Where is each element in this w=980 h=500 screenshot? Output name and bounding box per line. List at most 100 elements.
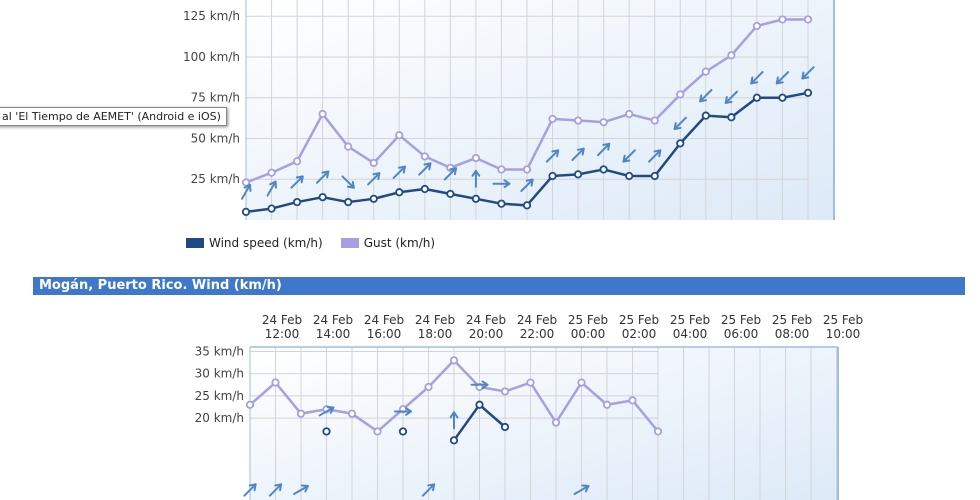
c2-xtick-label: 24 Feb 12:00 [262,313,302,341]
c1-arrow-15-head [622,154,631,163]
c1-arrow-11-head [525,178,534,187]
c1-point-0-10 [497,199,506,208]
legend-label-gust: Gust (km/h) [363,236,436,250]
c2-xtick-date: 24 Feb [517,313,557,327]
c1-arrow-7-head [423,162,432,171]
legend-swatch-wind [186,238,204,248]
c2-ytick-label: 25 km/h [195,389,244,403]
c1-arrow-1 [266,180,278,197]
c1-point-1-16 [650,116,659,125]
c1-point-1-12 [548,114,557,124]
c2-arrow-0-head [248,483,257,492]
c1-arrow-20 [750,71,764,85]
tooltip: al 'El Tiempo de AEMET' (Android e iOS) [0,107,227,126]
c1-point-0-21 [778,93,787,102]
c1-arrow-5 [367,172,381,186]
c2-arrow-13-shaft [573,485,590,495]
c2-point-0-11 [526,378,535,387]
c1-arrow-14-shaft [596,142,611,157]
plot-area-2 [250,347,838,500]
c1-arrow-19-head [724,96,733,104]
c2-arrow-13-head [581,484,590,493]
c1-arrow-18-shaft [699,88,713,103]
c1-ytick-label: 100 km/h [183,50,240,64]
c1-arrow-4-shaft [341,175,355,189]
c1-arrow-22-shaft [801,66,815,80]
chart-2-header: Mogán, Puerto Rico. Wind (km/h) [33,277,965,295]
c2-point-0-2 [296,409,306,418]
c1-point-1-6 [395,131,404,140]
c1-arrow-16 [648,149,662,163]
c1-point-0-16 [650,171,659,181]
c1-arrow-17-shaft [673,116,687,131]
c2-xtick-time: 12:00 [265,327,300,341]
c1-point-0-15 [625,171,634,181]
c2-xtick-label: 24 Feb 14:00 [313,313,353,341]
c2-xtick-time: 18:00 [418,327,453,341]
c1-arrow-21-head [775,76,784,85]
c1-point-1-14 [599,118,608,127]
c2-xtick-label: 25 Feb 02:00 [619,313,659,341]
c1-arrow-22-head [801,71,810,80]
c1-arrow-11 [520,178,534,192]
c2-xtick-date: 25 Feb [823,313,863,327]
c2-point-0-7 [424,382,433,392]
c2-arrow-7 [421,483,436,497]
c2-point-0-15 [628,396,637,405]
c2-point-0-16 [653,427,663,436]
c2-xtick-time: 10:00 [826,327,861,341]
c2-xtick-label: 25 Feb 08:00 [772,313,812,341]
c1-ytick-label: 50 km/h [191,131,240,145]
c1-arrow-3 [315,170,330,184]
c1-arrow-5-head [372,172,381,181]
c1-point-0-14 [599,165,608,174]
c2-point-0-12 [551,418,561,427]
c2-arrow-3-head [326,405,335,414]
c1-point-0-8 [446,189,455,199]
c2-arrow-13 [573,484,590,495]
c1-arrow-6-head [398,165,406,174]
c1-point-0-2 [292,197,302,207]
c2-ytick-label: 20 km/h [195,411,244,425]
c2-point-1-6 [398,427,408,436]
c1-point-0-1 [267,204,276,213]
c2-xtick-label: 24 Feb 22:00 [517,313,557,341]
c2-point-0-10 [500,387,510,396]
c1-arrow-20-shaft [750,71,764,85]
c2-arrow-7-shaft [421,483,436,497]
c1-arrow-8-head [449,167,458,176]
c1-point-0-11 [522,201,532,210]
c2-arrow-1-shaft [268,483,283,497]
series-layer [241,15,813,216]
c2-ytick-label: 30 km/h [195,367,244,381]
legend-item-wind[interactable]: Wind speed (km/h) [186,236,323,250]
c2-arrow-3 [318,405,335,417]
c2-xtick-label: 24 Feb 20:00 [466,313,506,341]
c1-point-0-5 [369,194,378,203]
legend-item-gust[interactable]: Gust (km/h) [340,236,436,250]
c2-arrow-8 [449,411,459,430]
c2-xtick-date: 25 Feb [772,313,812,327]
c1-ytick-label: 125 km/h [183,9,240,23]
c2-xtick-time: 04:00 [673,327,708,341]
c1-point-0-4 [344,197,353,207]
c1-point-1-0 [241,178,251,187]
c2-point-0-14 [602,400,612,409]
c1-arrow-16-head [653,149,662,158]
c2-arrow-6-head [405,407,412,416]
c2-xtick-time: 00:00 [571,327,606,341]
c1-point-1-18 [701,67,710,76]
c1-arrow-20-head [750,76,759,85]
c2-arrow-3-shaft [318,406,335,417]
c2-xtick-date: 24 Feb [313,313,353,327]
c1-arrow-12 [545,149,560,163]
c1-arrow-8 [443,167,458,181]
direction-arrows [241,66,815,200]
c1-arrow-6-shaft [392,165,406,179]
plot-area [246,0,834,220]
c1-arrow-7 [418,162,432,176]
c1-point-1-4 [344,142,353,151]
c2-xtick-label: 25 Feb 04:00 [670,313,710,341]
c2-arrow-7-head [427,483,436,492]
